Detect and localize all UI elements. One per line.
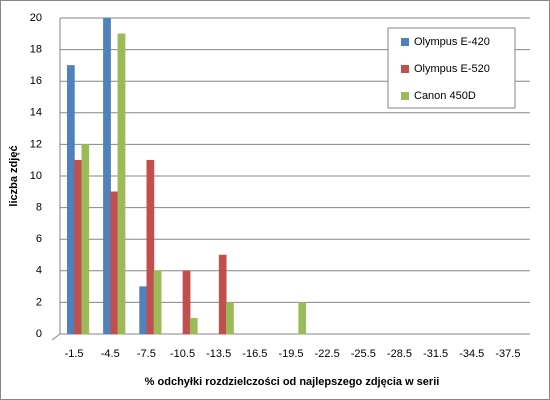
x-tick-label: -19.5 — [278, 348, 303, 360]
bar — [146, 159, 155, 335]
legend-box — [387, 27, 516, 109]
bar — [66, 65, 75, 335]
bar — [189, 317, 198, 335]
x-tick-label: -37.5 — [495, 348, 520, 360]
bar — [226, 302, 234, 335]
y-tick-label: 20 — [30, 12, 42, 24]
x-tick-label: -22.5 — [315, 348, 340, 360]
legend-label: Canon 450D — [414, 90, 476, 102]
y-tick-label: 4 — [36, 265, 42, 277]
y-tick-label: 2 — [36, 296, 42, 308]
bar — [74, 159, 82, 335]
bar — [218, 254, 227, 335]
x-tick-label: -16.5 — [242, 348, 267, 360]
bar — [153, 270, 162, 335]
x-axis-label: % odchyłki rozdzielczości od najlepszego… — [145, 376, 440, 388]
y-tick-label: 16 — [30, 75, 42, 87]
x-tick-label: -4.5 — [101, 348, 120, 360]
bar — [110, 191, 119, 335]
y-tick-label: 6 — [36, 233, 42, 245]
y-tick-label: 8 — [36, 202, 42, 214]
bar — [298, 302, 307, 335]
legend-swatch — [401, 92, 409, 100]
bar — [182, 270, 191, 335]
bar — [139, 286, 148, 335]
legend-label: Olympus E-420 — [414, 36, 490, 48]
x-tick-label: -28.5 — [387, 348, 412, 360]
x-tick-label: -10.5 — [170, 348, 195, 360]
legend-label: Olympus E-520 — [414, 63, 490, 75]
y-tick-label: 10 — [30, 170, 42, 182]
x-tick-label: -7.5 — [137, 348, 156, 360]
bar — [81, 144, 90, 335]
x-axis-depth — [51, 333, 61, 341]
bar — [103, 17, 111, 335]
y-tick-label: 18 — [30, 44, 42, 56]
y-axis-label: liczba zdjęć — [8, 145, 20, 206]
y-tick-label: 14 — [30, 107, 42, 119]
bar — [117, 33, 126, 335]
y-tick-label: 12 — [30, 138, 42, 150]
x-tick-label: -13.5 — [206, 348, 231, 360]
x-tick-label: -34.5 — [459, 348, 484, 360]
legend-swatch — [401, 38, 409, 46]
x-tick-label: -25.5 — [351, 348, 376, 360]
x-tick-label: -1.5 — [65, 348, 84, 360]
legend-swatch — [401, 65, 409, 73]
y-tick-label: 0 — [36, 328, 42, 340]
x-tick-label: -31.5 — [423, 348, 448, 360]
